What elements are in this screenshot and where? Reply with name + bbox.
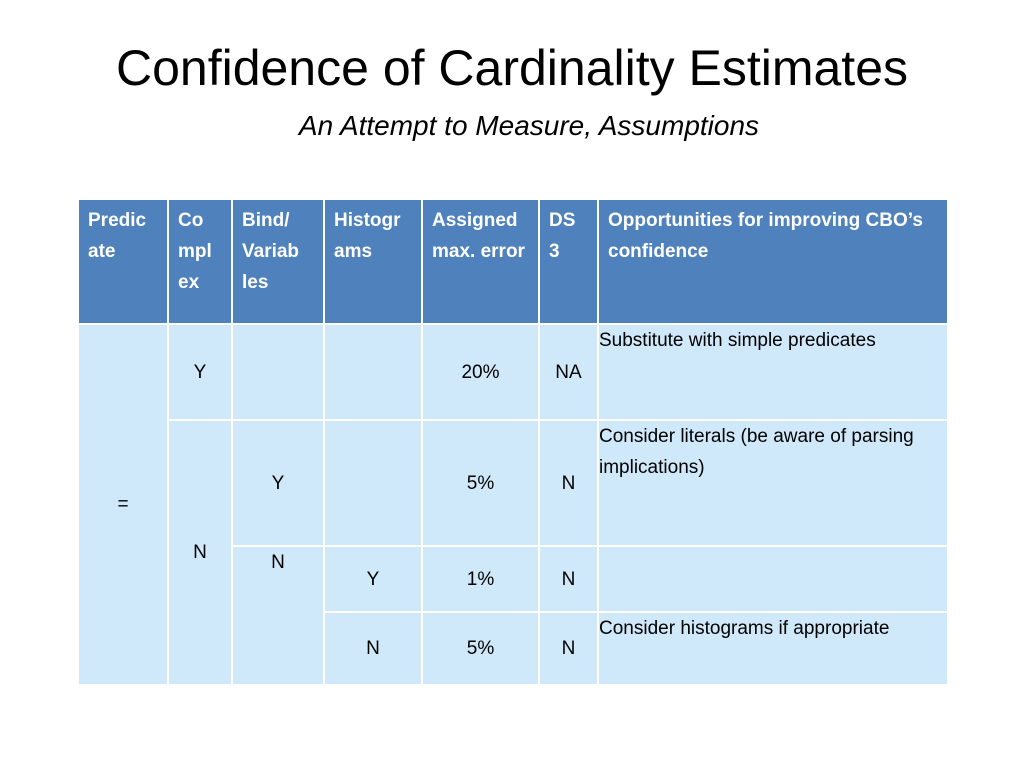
header-bind-variables: Bind/ Variab les bbox=[231, 198, 325, 325]
bind-cell bbox=[231, 323, 325, 421]
histograms-cell: N bbox=[323, 611, 423, 686]
header-assigned-max-error: Assigned max. error bbox=[421, 198, 540, 325]
table-row: = Y 20% NA Substitute with simple predic… bbox=[77, 323, 949, 686]
bind-cell: Y bbox=[231, 419, 325, 547]
complex-cell: N bbox=[167, 419, 233, 686]
error-cell: 1% bbox=[421, 545, 540, 613]
error-cell: 20% bbox=[421, 323, 540, 421]
error-cell: 5% bbox=[421, 611, 540, 686]
header-opportunities: Opportunities for improving CBO’s confid… bbox=[597, 198, 949, 325]
ds3-cell: N bbox=[538, 545, 599, 613]
slide-title: Confidence of Cardinality Estimates bbox=[115, 40, 909, 96]
header-predicate: Predic ate bbox=[77, 198, 169, 325]
complex-cell: Y bbox=[167, 323, 233, 421]
histograms-cell bbox=[323, 419, 423, 547]
ds3-cell: N bbox=[538, 611, 599, 686]
header-row: Predic ate Co mpl ex Bind/ Variab les Hi… bbox=[77, 198, 949, 325]
histograms-cell bbox=[323, 323, 423, 421]
header-ds3: DS 3 bbox=[538, 198, 599, 325]
table-row: N 5% N Consider histograms if appropriat… bbox=[78, 611, 949, 686]
opportunities-cell bbox=[597, 545, 949, 613]
predicate-cell: = bbox=[77, 323, 169, 686]
opportunities-cell: Consider literals (be aware of parsing i… bbox=[597, 419, 949, 547]
slide-subtitle: An Attempt to Measure, Assumptions bbox=[298, 110, 760, 141]
header-histograms: Histogr ams bbox=[323, 198, 423, 325]
table-row: N Y 5% N Consider literals (be aware of … bbox=[78, 419, 949, 686]
confidence-table: Predic ate Co mpl ex Bind/ Variab les Hi… bbox=[77, 198, 949, 686]
opportunities-cell: Consider histograms if appropriate bbox=[597, 611, 949, 686]
ds3-cell: NA bbox=[538, 323, 599, 421]
bind-cell: N bbox=[231, 545, 325, 686]
opportunities-cell: Substitute with simple predicates bbox=[597, 323, 949, 421]
error-cell: 5% bbox=[421, 419, 540, 547]
histograms-cell: Y bbox=[323, 545, 423, 613]
ds3-cell: N bbox=[538, 419, 599, 547]
header-complex: Co mpl ex bbox=[167, 198, 233, 325]
table-row: N Y 1% N bbox=[78, 545, 949, 686]
